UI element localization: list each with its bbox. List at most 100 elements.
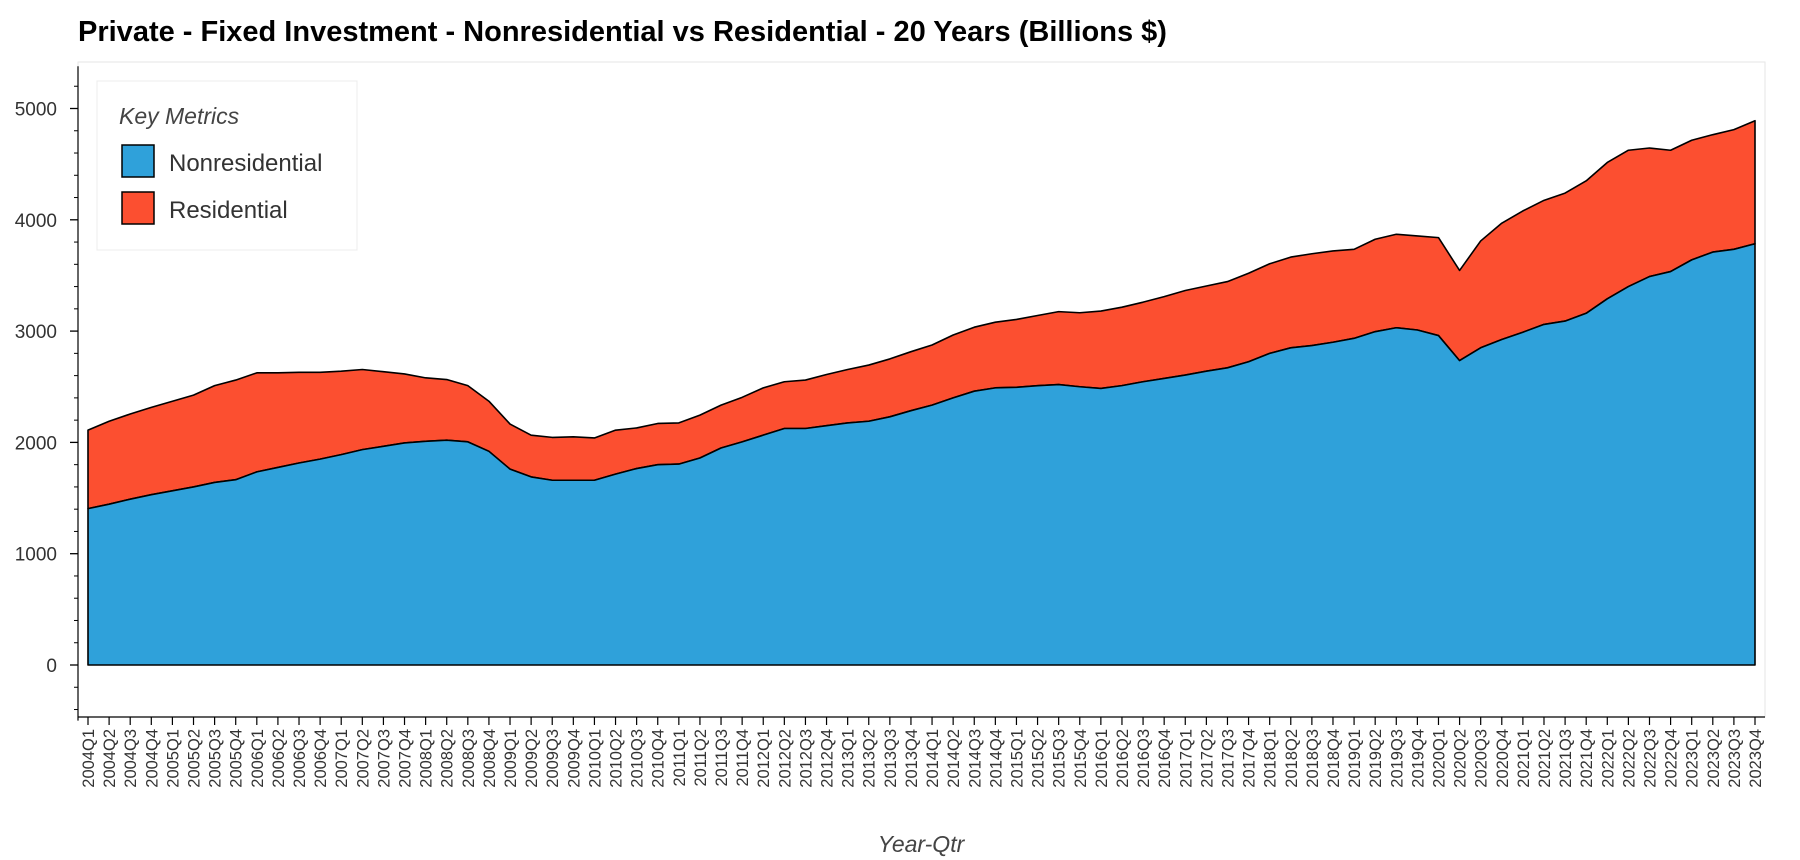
x-tick-label: 2005Q1: [164, 729, 182, 788]
x-tick-label: 2006Q2: [270, 729, 288, 788]
x-tick-label: 2011Q2: [692, 729, 710, 787]
x-tick-label: 2013Q2: [861, 729, 879, 788]
x-tick-label: 2007Q4: [397, 729, 415, 788]
x-tick-label: 2012Q2: [776, 729, 794, 788]
x-tick-label: 2021Q4: [1578, 729, 1596, 788]
y-tick-label: 4000: [15, 211, 57, 232]
x-tick-label: 2019Q3: [1388, 729, 1406, 788]
x-tick-label: 2006Q3: [291, 729, 309, 788]
y-tick-label: 3000: [15, 322, 57, 343]
x-tick-label: 2004Q3: [122, 729, 140, 788]
chart-title: Private - Fixed Investment - Nonresident…: [78, 16, 1167, 48]
x-tick-label: 2019Q2: [1367, 729, 1385, 788]
y-tick-label: 1000: [15, 545, 57, 566]
y-tick-label: 5000: [15, 100, 57, 121]
x-tick-label: 2022Q1: [1599, 729, 1617, 788]
x-tick-label: 2016Q2: [1114, 729, 1132, 788]
legend-swatch-residential: [121, 191, 155, 225]
x-tick-label: 2009Q1: [502, 729, 520, 788]
x-tick-label: 2017Q3: [1219, 729, 1237, 788]
x-tick-label: 2006Q4: [312, 729, 330, 788]
x-tick-label: 2012Q1: [755, 729, 773, 788]
x-tick-label: 2010Q4: [650, 729, 668, 788]
x-tick-label: 2020Q2: [1452, 729, 1470, 788]
x-tick-label: 2004Q1: [80, 729, 98, 788]
x-tick-label: 2016Q1: [1093, 729, 1111, 788]
x-tick-label: 2012Q4: [819, 729, 837, 788]
x-tick-label: 2010Q1: [586, 729, 604, 788]
x-tick-label: 2011Q4: [734, 729, 752, 787]
x-tick-label: 2007Q3: [375, 729, 393, 788]
x-tick-label: 2014Q1: [924, 729, 942, 788]
x-tick-label: 2014Q3: [966, 729, 984, 788]
x-tick-label: 2011Q1: [671, 729, 689, 787]
x-tick-label: 2018Q4: [1325, 729, 1343, 788]
x-tick-label: 2013Q1: [840, 729, 858, 788]
x-tick-label: 2013Q3: [882, 729, 900, 788]
x-tick-label: 2018Q1: [1262, 729, 1280, 788]
x-tick-label: 2023Q4: [1747, 729, 1765, 788]
x-tick-label: 2016Q3: [1135, 729, 1153, 788]
x-tick-label: 2022Q4: [1663, 729, 1681, 788]
x-tick-label: 2009Q4: [565, 729, 583, 788]
x-tick-label: 2007Q2: [354, 729, 372, 788]
x-tick-label: 2015Q2: [1030, 729, 1048, 788]
x-tick-label: 2021Q3: [1557, 729, 1575, 788]
x-tick-label: 2010Q3: [629, 729, 647, 788]
x-tick-label: 2011Q3: [713, 729, 731, 787]
x-tick-label: 2015Q4: [1072, 729, 1090, 788]
legend: Key Metrics Nonresidential Residential: [96, 80, 358, 251]
x-tick-label: 2018Q2: [1283, 729, 1301, 788]
x-tick-label: 2017Q2: [1198, 729, 1216, 788]
y-tick-label: 0: [46, 656, 57, 677]
legend-swatch-nonresidential: [121, 144, 155, 178]
x-tick-label: 2014Q4: [987, 729, 1005, 788]
area-layers: [87, 119, 1756, 666]
x-tick-label: 2013Q4: [903, 729, 921, 788]
x-tick-label: 2023Q3: [1726, 729, 1744, 788]
x-tick-label: 2023Q1: [1684, 729, 1702, 788]
x-tick-label: 2015Q3: [1051, 729, 1069, 788]
x-tick-label: 2008Q3: [460, 729, 478, 788]
x-tick-label: 2022Q3: [1641, 729, 1659, 788]
x-tick-label: 2012Q3: [797, 729, 815, 788]
y-tick-label: 2000: [15, 433, 57, 454]
x-tick-label: 2022Q2: [1620, 729, 1638, 788]
x-tick-label: 2008Q4: [481, 729, 499, 788]
x-axis: 2004Q1 2004Q2 2004Q3 2004Q4 2005Q1 2005Q2 2005…: [78, 716, 1765, 788]
legend-label-nonresidential: Nonresidential: [169, 150, 322, 177]
legend-label-residential: Residential: [169, 197, 288, 224]
x-tick-label: 2009Q2: [523, 729, 541, 788]
x-tick-label: 2009Q3: [544, 729, 562, 788]
x-tick-label: 2005Q3: [207, 729, 225, 788]
x-tick-label: 2019Q1: [1346, 729, 1364, 788]
y-axis: 0 1000 2000 3000 4000 5000: [15, 66, 79, 721]
x-tick-label: 2008Q1: [418, 729, 436, 788]
x-tick-label: 2019Q4: [1409, 729, 1427, 788]
x-axis-title: Year-Qtr: [878, 831, 966, 857]
x-tick-label: 2010Q2: [608, 729, 626, 788]
x-tick-label: 2017Q4: [1241, 729, 1259, 788]
x-tick-label: 2007Q1: [333, 729, 351, 788]
x-tick-label: 2018Q3: [1304, 729, 1322, 788]
x-tick-label: 2017Q1: [1177, 729, 1195, 788]
legend-title: Key Metrics: [119, 103, 240, 129]
area-nonresidential: [87, 242, 1756, 666]
x-tick-label: 2020Q4: [1494, 729, 1512, 788]
x-tick-label: 2021Q1: [1515, 729, 1533, 788]
x-tick-label: 2004Q4: [143, 729, 161, 788]
x-tick-label: 2016Q4: [1156, 729, 1174, 788]
x-tick-label: 2005Q2: [186, 729, 204, 788]
x-tick-label: 2021Q2: [1536, 729, 1554, 788]
x-tick-label: 2015Q1: [1008, 729, 1026, 788]
x-tick-label: 2020Q1: [1430, 729, 1448, 788]
x-tick-label: 2023Q2: [1705, 729, 1723, 788]
x-tick-label: 2014Q2: [945, 729, 963, 788]
x-tick-label: 2005Q4: [228, 729, 246, 788]
x-tick-label: 2008Q2: [439, 729, 457, 788]
x-tick-label: 2004Q2: [101, 729, 119, 788]
x-tick-label: 2006Q1: [249, 729, 267, 788]
x-tick-label: 2020Q3: [1473, 729, 1491, 788]
